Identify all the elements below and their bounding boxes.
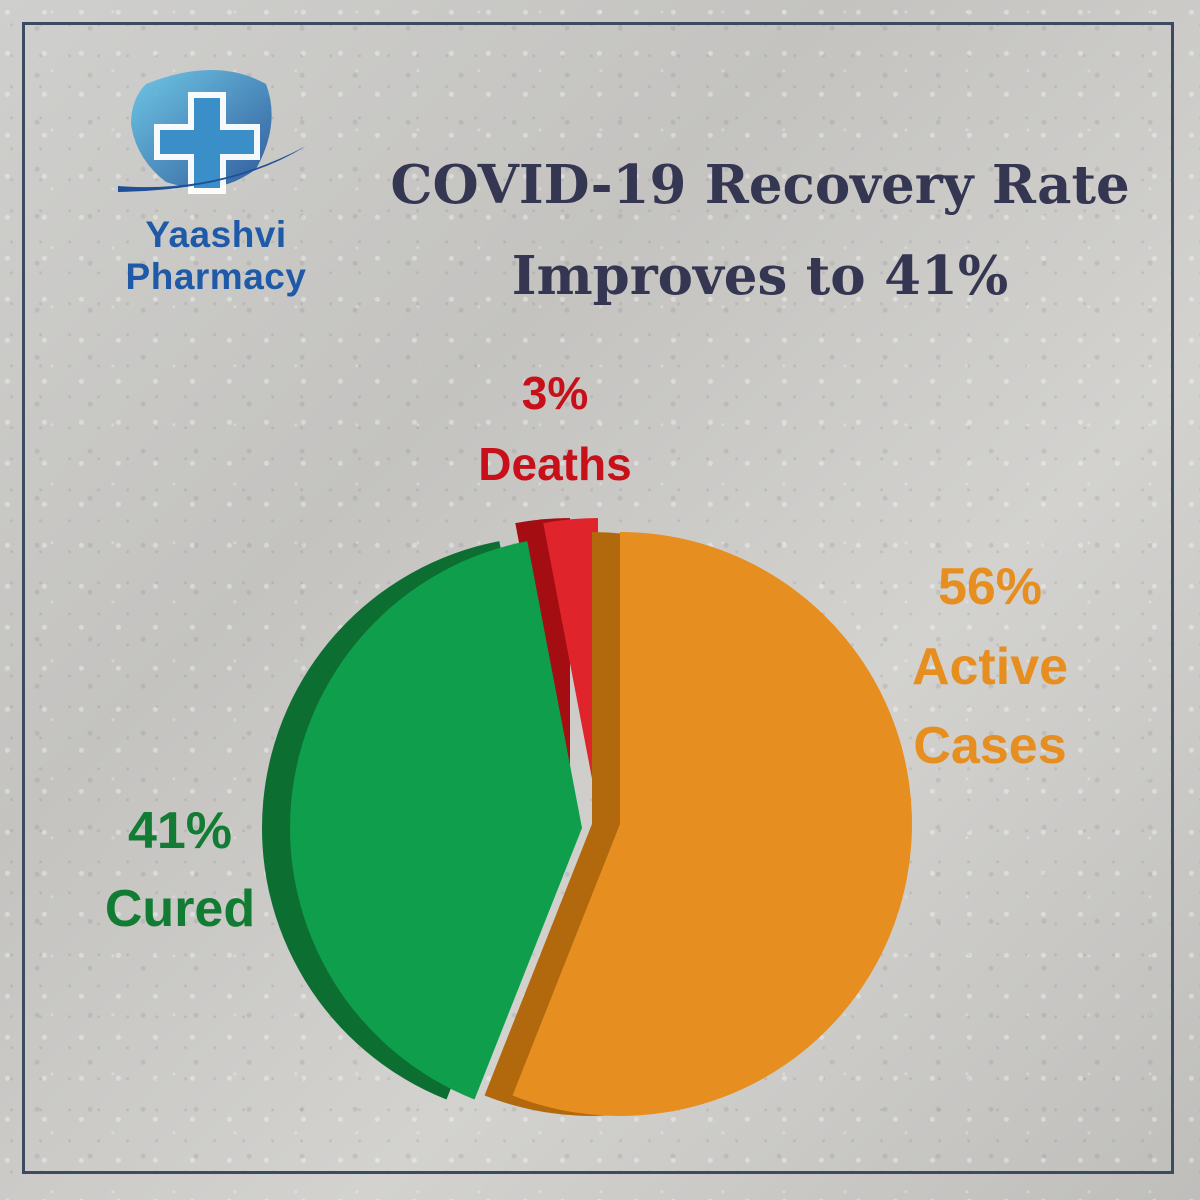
cured-value-label: 41% [127,802,233,860]
brand-logo: Yaashvi Pharmacy [56,64,376,297]
brand-name: Yaashvi Pharmacy [125,214,307,297]
deaths-category-label: Deaths [478,438,632,491]
chart-title: COVID-19 Recovery Rate Improves to 41% [370,140,1150,322]
medical-cross-icon [118,70,306,194]
label-active-cases: 56% Active Cases [880,548,1100,787]
active-category-label-line-1: Active [911,637,1069,696]
pie-slice-active-cases [484,532,912,1116]
pie-slice-top [289,541,582,1100]
pie-slice-cured [261,541,582,1100]
pie-slice-top [543,518,598,810]
chart-title-line-1: COVID-19 Recovery Rate [390,154,1130,216]
chart-title-line-2: Improves to 41% [511,245,1009,308]
page-border [22,22,1174,1174]
label-cured: 41% Cured [80,792,280,948]
cured-category-label: Cured [104,880,256,938]
deaths-value-label: 3% [521,367,589,419]
active-value-label: 56% [937,558,1043,616]
label-deaths: 3% Deaths [450,358,660,501]
active-category-label-line-2: Cases [913,717,1067,776]
pie-slice-top [512,532,912,1116]
